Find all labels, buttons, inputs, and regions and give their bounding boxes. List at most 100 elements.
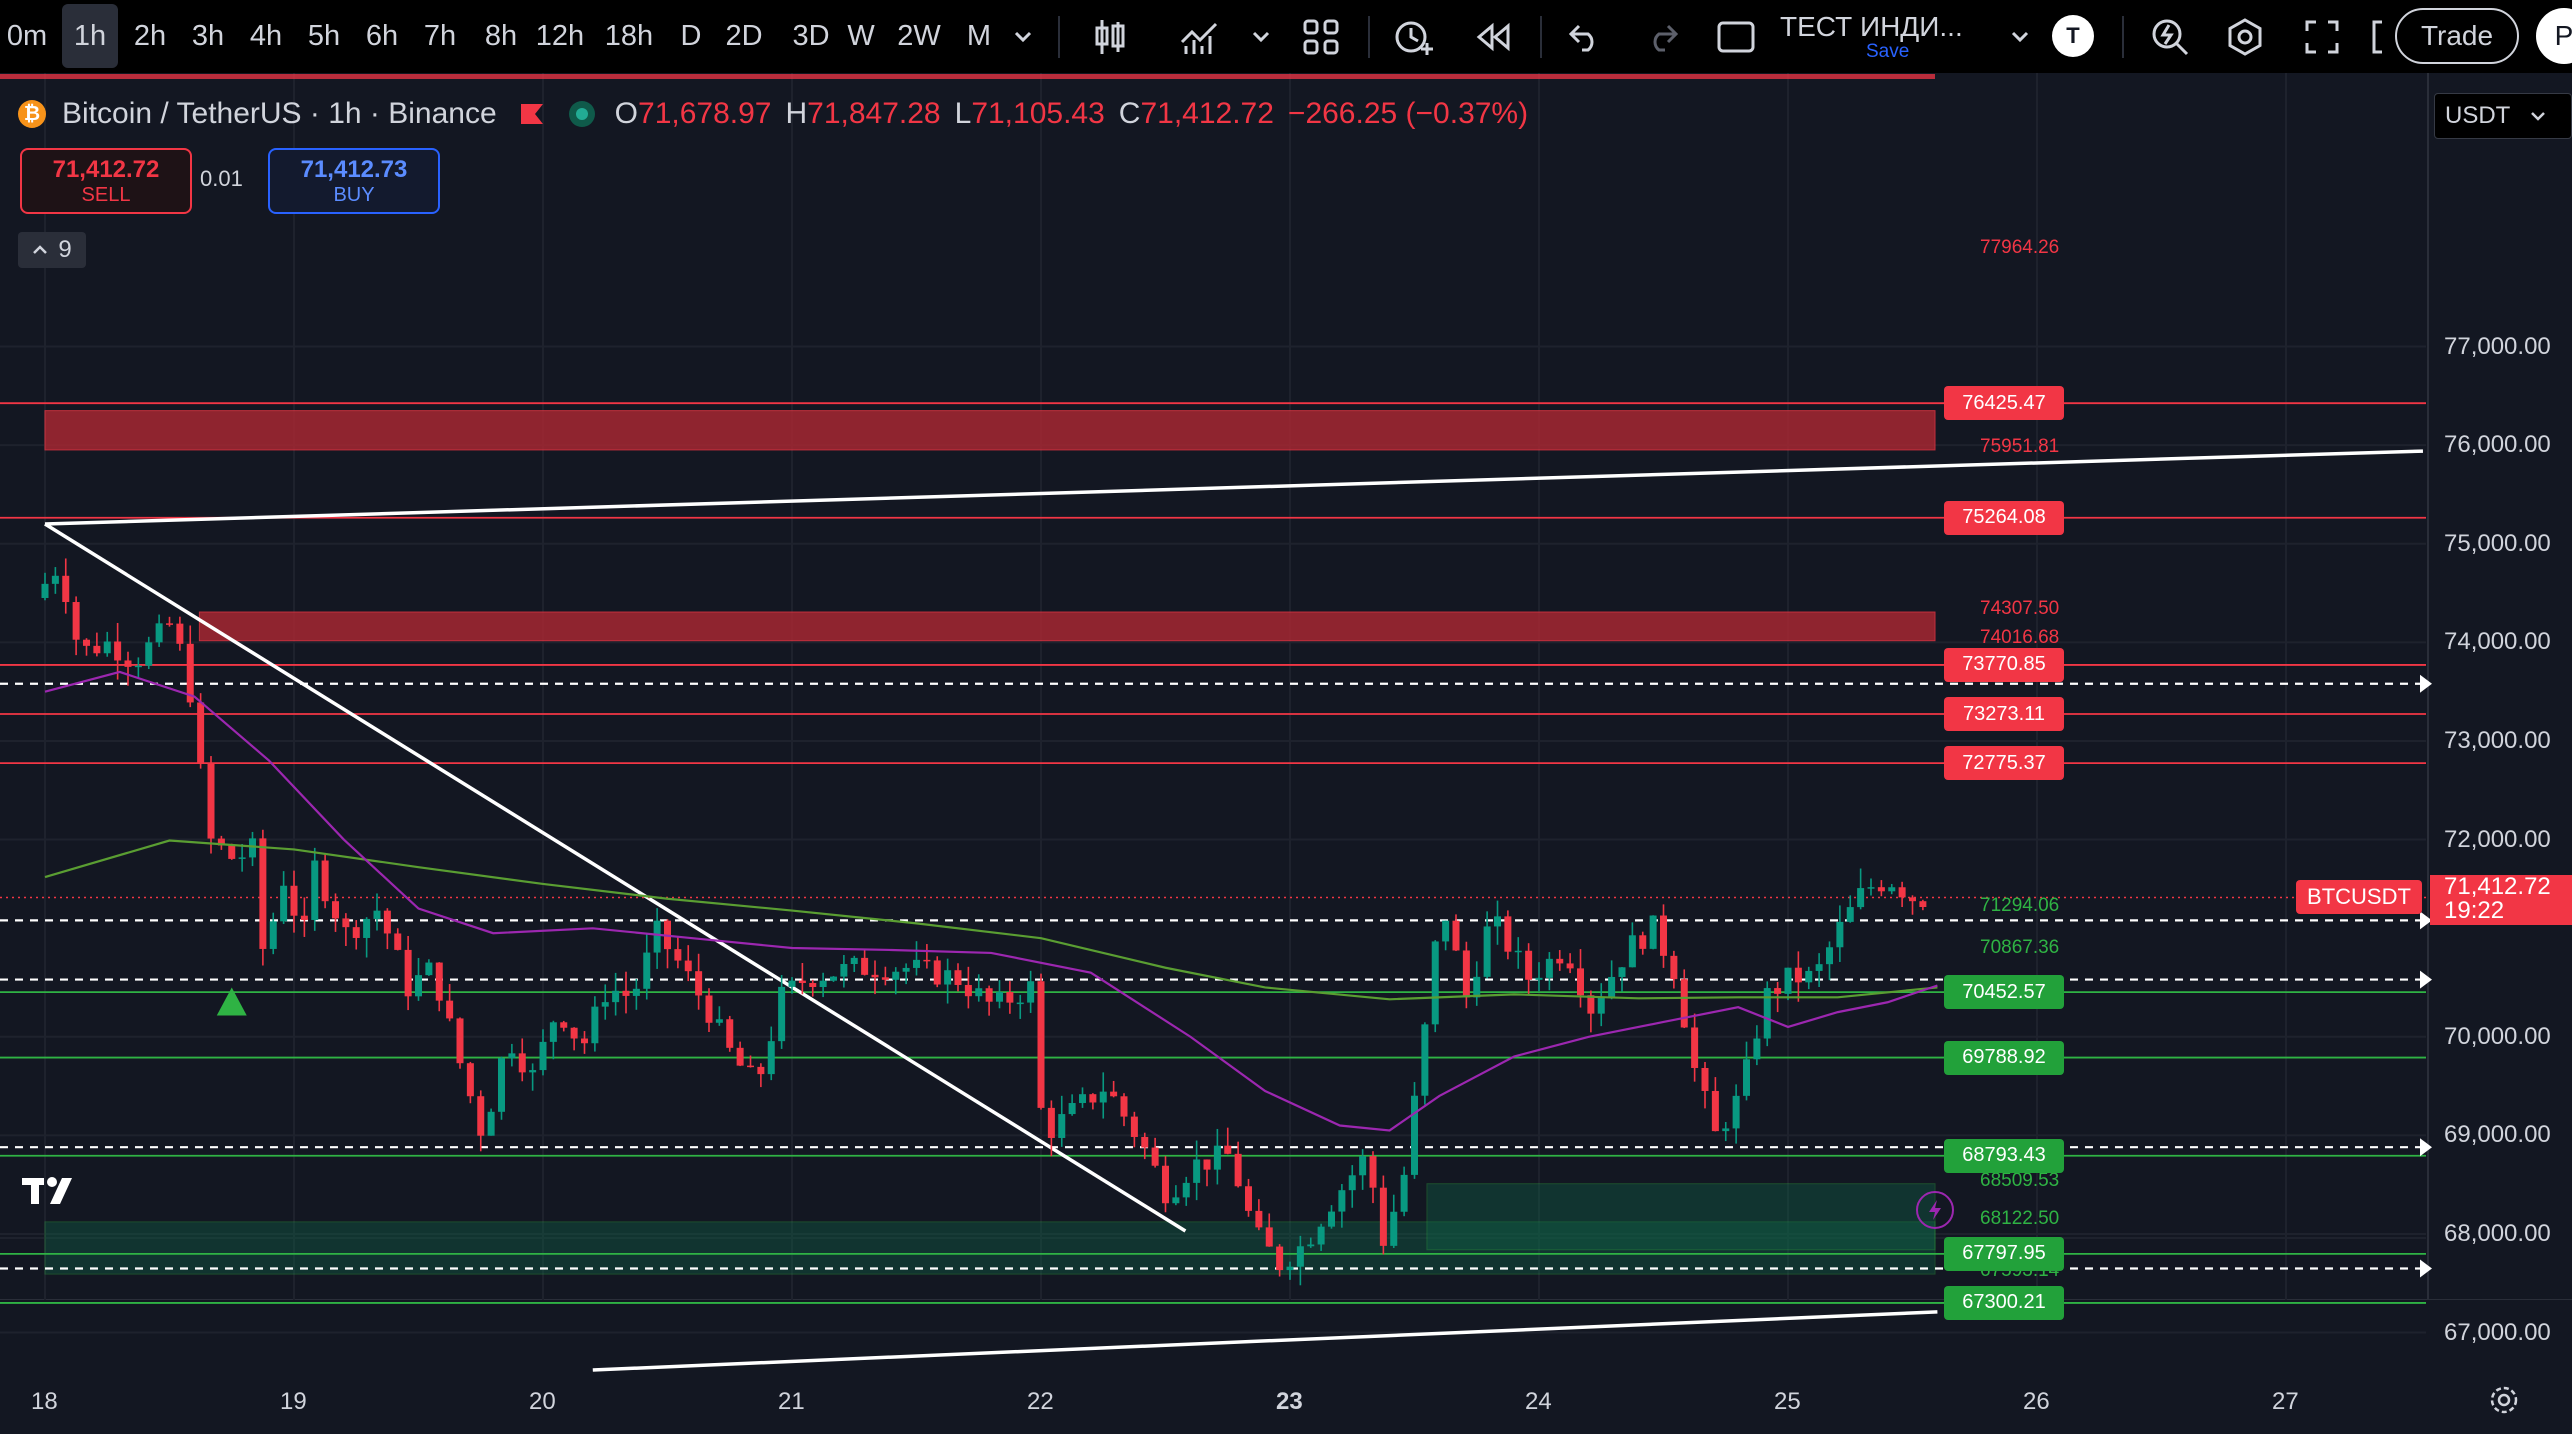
market-open-dot <box>575 108 588 120</box>
support-price-tag: 70452.57 <box>1944 975 2064 1010</box>
indicators-icon[interactable] <box>1172 0 1228 73</box>
candle-up <box>238 857 246 859</box>
interval-7h[interactable]: 7h <box>423 20 457 52</box>
candle-up <box>1514 950 1522 953</box>
fullscreen-rect-icon[interactable] <box>1714 0 1758 73</box>
chevron-down-icon[interactable] <box>1008 0 1038 73</box>
candle-up <box>1857 888 1865 908</box>
buy-button[interactable]: 71,412.73 BUY <box>268 148 440 214</box>
candle-up <box>1649 915 1657 949</box>
interval-0m[interactable]: 0m <box>6 20 48 52</box>
flag-icon[interactable] <box>519 102 545 126</box>
order-quantity[interactable]: 0.01 <box>200 166 243 191</box>
candle-down <box>1919 901 1927 908</box>
candle-down <box>197 702 205 764</box>
candle-down <box>83 639 90 646</box>
avatar[interactable]: T <box>2052 15 2094 57</box>
currency-selector[interactable]: USDT <box>2434 93 2572 139</box>
candle-up <box>1286 1266 1294 1271</box>
interval-3h[interactable]: 3h <box>191 20 225 52</box>
candle-down <box>1794 967 1802 983</box>
candle-down <box>217 838 225 846</box>
market-status-icon[interactable] <box>568 101 595 127</box>
candle-down <box>560 1022 568 1028</box>
interval-1h[interactable]: 1h <box>62 4 118 68</box>
trade-button[interactable]: Trade <box>2395 8 2519 64</box>
level-annotation: 68122.50 <box>1980 1207 2060 1229</box>
interval-M[interactable]: M <box>966 20 992 52</box>
interval-18h[interactable]: 18h <box>604 20 654 52</box>
interval-5h[interactable]: 5h <box>307 20 341 52</box>
candle-up <box>269 921 277 949</box>
candle-up <box>1618 967 1626 977</box>
interval-8h[interactable]: 8h <box>484 20 518 52</box>
candle-up <box>1784 967 1792 994</box>
ray-arrow-icon <box>2420 1138 2432 1157</box>
interval-12h[interactable]: 12h <box>535 20 585 52</box>
candle-down <box>871 974 879 978</box>
zone-demand <box>1426 1183 1936 1251</box>
chevron-up-icon <box>33 245 48 254</box>
candle-up <box>155 623 163 643</box>
candle-down <box>1162 1165 1169 1204</box>
candle-down <box>1691 1027 1699 1068</box>
alert-clock-icon[interactable] <box>1390 0 1438 73</box>
interval-2W[interactable]: 2W <box>897 20 941 52</box>
candle-up <box>487 1111 495 1136</box>
fullscreen-icon[interactable] <box>2300 0 2344 73</box>
candle-down <box>674 949 682 961</box>
interval-W[interactable]: W <box>847 20 875 52</box>
candle-up <box>1888 887 1896 892</box>
settings-gear-icon[interactable] <box>2222 0 2268 73</box>
undo-icon[interactable] <box>1563 0 1607 73</box>
open-label: O <box>614 97 639 130</box>
sell-button[interactable]: 71,412.72 SELL <box>20 148 192 214</box>
tradingview-logo[interactable] <box>20 1172 86 1213</box>
publish-button[interactable]: P <box>2536 8 2572 64</box>
candle-style-icon[interactable] <box>1085 0 1135 73</box>
candle-up <box>498 1058 505 1112</box>
high-label: H <box>785 97 808 130</box>
toolbar-divider <box>1058 16 1060 58</box>
redo-icon[interactable] <box>1640 0 1684 73</box>
lightning-search-icon[interactable] <box>2148 0 2192 73</box>
candle-up <box>1846 907 1854 922</box>
trend-line <box>44 522 1187 1233</box>
time-axis-label: 26 <box>2023 1388 2050 1415</box>
camera-icon[interactable] <box>2368 0 2388 73</box>
layout-grid-icon[interactable] <box>1300 0 1342 73</box>
candle-down <box>72 602 80 640</box>
candle-down <box>861 957 869 975</box>
candle-down <box>933 960 941 985</box>
candle-up <box>373 910 381 919</box>
bitcoin-logo-icon: ₿ <box>18 100 46 128</box>
level-annotation: 77964.26 <box>1980 237 2060 259</box>
interval-6h[interactable]: 6h <box>365 20 399 52</box>
candle-down <box>1774 988 1782 994</box>
time-axis-area <box>0 1300 2572 1434</box>
zone-demand <box>44 1221 1936 1275</box>
interval-2h[interactable]: 2h <box>133 20 167 52</box>
chart-settings-gear-icon[interactable] <box>2488 1384 2520 1421</box>
candle-down <box>1711 1090 1719 1132</box>
replay-icon[interactable] <box>1470 0 1516 73</box>
symbol-title[interactable]: Bitcoin / TetherUS · 1h · Binance <box>62 97 497 130</box>
candle-down <box>1877 887 1885 892</box>
lightning-icon[interactable] <box>1916 1191 1954 1229</box>
price-chart[interactable] <box>0 73 2572 1434</box>
candle-up <box>1068 1103 1076 1115</box>
interval-2D[interactable]: 2D <box>725 20 763 52</box>
interval-4h[interactable]: 4h <box>249 20 283 52</box>
symbol-legend: ₿ Bitcoin / TetherUS · 1h · Binance O 71,… <box>0 92 1528 136</box>
chevron-down-icon[interactable] <box>1246 0 1276 73</box>
interval-3D[interactable]: 3D <box>792 20 830 52</box>
chevron-down-icon[interactable] <box>2005 0 2035 73</box>
indicators-toggle[interactable]: 9 <box>18 232 86 268</box>
candle-down <box>1203 1159 1211 1170</box>
buy-price: 71,412.73 <box>300 155 408 183</box>
interval-D[interactable]: D <box>680 20 702 52</box>
candle-down <box>446 1000 454 1019</box>
indicator-template-button[interactable]: ТЕСТ ИНДИ... Save <box>1780 0 1980 73</box>
candle-up <box>1826 947 1833 965</box>
candle-up <box>1172 1197 1180 1204</box>
